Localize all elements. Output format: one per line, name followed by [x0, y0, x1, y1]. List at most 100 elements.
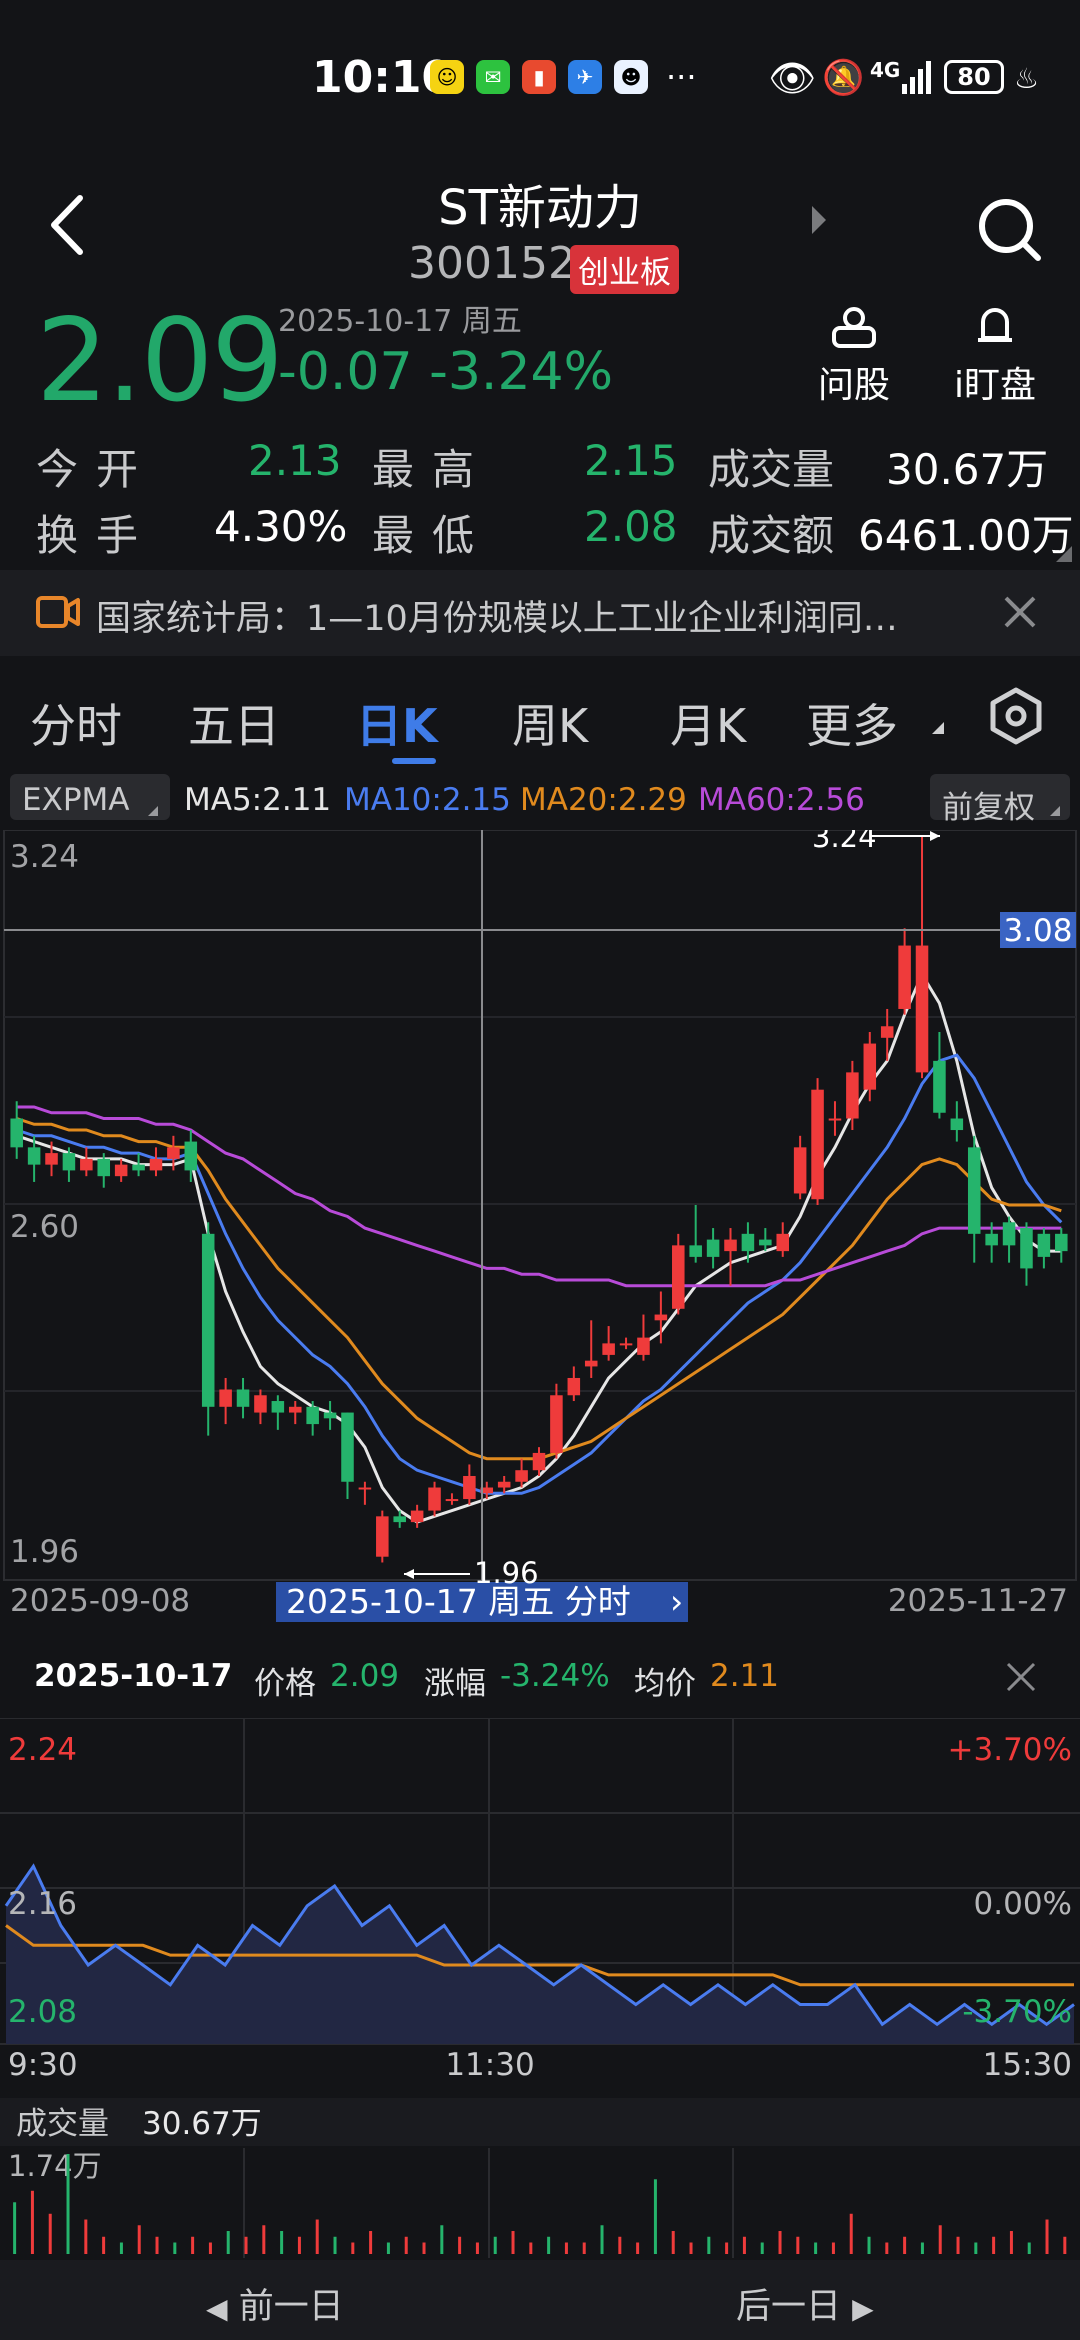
candle-body	[445, 1499, 459, 1502]
volume-bar	[671, 2231, 675, 2254]
candle-body	[950, 1118, 964, 1131]
tab-more[interactable]: 更多	[806, 699, 898, 753]
intraday-y-mid: 2.16	[8, 1886, 77, 1922]
volume-bar	[796, 2236, 800, 2254]
intraday-avg: 2.11	[710, 1658, 780, 1694]
candle-body	[915, 945, 929, 1073]
volume-bar	[511, 2231, 515, 2254]
volume-bar	[440, 2225, 444, 2254]
status-time: 10:10	[312, 52, 453, 103]
candle-body	[741, 1233, 755, 1252]
intraday-pct-top: +3.70%	[948, 1732, 1072, 1768]
close-icon	[1006, 1662, 1036, 1692]
volume-bar	[529, 2242, 533, 2254]
candle-body	[1020, 1228, 1033, 1269]
close-icon	[1004, 596, 1036, 628]
volume-bar	[244, 2236, 248, 2254]
ask-stock-button[interactable]: 问股	[810, 306, 898, 408]
volume-bar	[262, 2225, 266, 2254]
indicator-type: EXPMA	[22, 782, 130, 818]
active-tab-indicator	[392, 758, 436, 764]
volume-bar	[191, 2236, 195, 2254]
candle-body	[45, 1153, 58, 1165]
volume-bar	[938, 2225, 942, 2254]
candle-body	[706, 1239, 720, 1257]
volume-bar	[48, 2213, 52, 2254]
ma10-value: MA10:2.15	[344, 782, 511, 818]
volume-bar	[333, 2236, 337, 2254]
crosshair-date-badge[interactable]	[276, 1582, 688, 1622]
volume-bar	[458, 2236, 462, 2254]
stock-name: ST新动力	[438, 180, 642, 236]
intraday-header	[0, 1638, 1080, 1718]
candle-body	[254, 1395, 267, 1413]
amount-label: 成交额	[708, 511, 835, 560]
volume-bar	[582, 2242, 586, 2254]
hexagon-settings-icon	[990, 687, 1042, 745]
max-price-label: 3.24	[812, 830, 877, 854]
mute-icon: 🔕	[822, 58, 865, 98]
indicator-select[interactable]	[10, 774, 170, 820]
tab-intraday[interactable]: 分时	[30, 699, 122, 753]
intraday-t-end: 15:30	[983, 2047, 1072, 2083]
intraday-y-bottom: 2.08	[8, 1994, 77, 2030]
candle-body	[1002, 1222, 1016, 1246]
next-stock-arrow-icon[interactable]	[812, 206, 826, 234]
open-value: 2.13	[248, 436, 342, 485]
more-notifications-icon: ···	[666, 58, 697, 96]
candle-body	[288, 1406, 302, 1413]
back-button[interactable]	[40, 190, 100, 260]
volume-bar	[867, 2236, 871, 2254]
search-button[interactable]	[974, 194, 1044, 264]
chevron-right-icon: ›	[670, 1582, 683, 1621]
volume-label: 成交量	[708, 445, 835, 494]
expand-corner-icon[interactable]	[1056, 546, 1072, 562]
next-day-button[interactable]: 后一日 ▶	[736, 2278, 874, 2329]
change-value: -0.07	[278, 342, 413, 402]
volume-max-label: 1.74万	[8, 2149, 102, 2183]
volume-bar	[1045, 2219, 1049, 2254]
volume-bar	[102, 2236, 106, 2254]
tab-five-day[interactable]: 五日	[188, 699, 280, 753]
close-news-button[interactable]	[1000, 592, 1040, 636]
candle-body	[149, 1158, 163, 1171]
price-adjust-select[interactable]	[930, 774, 1070, 820]
watch-market-button[interactable]: i盯盘	[940, 306, 1050, 408]
volume-bar	[564, 2242, 568, 2254]
kline-y-mid: 2.60	[10, 1209, 79, 1245]
max-marker-arrow-icon	[930, 831, 940, 841]
volume-bar	[386, 2242, 390, 2254]
close-intraday-button[interactable]	[1004, 1660, 1038, 1698]
watch-market-label: i盯盘	[953, 365, 1036, 406]
volume-bar	[849, 2213, 853, 2254]
volume-bar	[814, 2242, 818, 2254]
low-value: 2.08	[584, 502, 678, 551]
candle-body	[584, 1360, 598, 1367]
candle-body	[619, 1343, 633, 1346]
intraday-t-start: 9:30	[8, 2047, 78, 2083]
candle-body	[219, 1389, 232, 1407]
kline-chart[interactable]: 3.08 3.24 2.60 1.96 2025-09-08 2025-11-2…	[0, 830, 1080, 1630]
tab-daily-k[interactable]: 日K	[356, 699, 438, 753]
intraday-t-mid: 11:30	[445, 2047, 534, 2083]
previous-day-button[interactable]: ◀ 前一日	[206, 2278, 344, 2329]
candle-body	[1037, 1233, 1051, 1257]
news-ticker[interactable]	[0, 570, 1080, 656]
news-headline[interactable]: 国家统计局：1—10月份规模以上工业企业利润同…	[96, 599, 898, 639]
tab-monthly-k[interactable]: 月K	[670, 699, 747, 753]
candle-body	[985, 1233, 998, 1246]
volume-bar	[351, 2242, 355, 2254]
kline-x-end: 2025-11-27	[888, 1583, 1068, 1619]
volume-bar	[547, 2236, 551, 2254]
ma20-value: MA20:2.29	[520, 782, 687, 818]
crosshair-price: 3.08	[1003, 913, 1072, 949]
robot-icon	[832, 307, 876, 348]
volume-bar	[369, 2231, 373, 2254]
candle-body	[62, 1153, 76, 1171]
tab-weekly-k[interactable]: 周K	[512, 699, 589, 753]
volume-bar	[618, 2236, 622, 2254]
intraday-chart[interactable]: 2.24 2.16 2.08 +3.70% 0.00% -3.70% 9:30 …	[0, 1718, 1080, 2258]
volume-bar	[404, 2236, 408, 2254]
settings-button[interactable]	[986, 686, 1046, 750]
volume-bar	[1063, 2236, 1067, 2254]
